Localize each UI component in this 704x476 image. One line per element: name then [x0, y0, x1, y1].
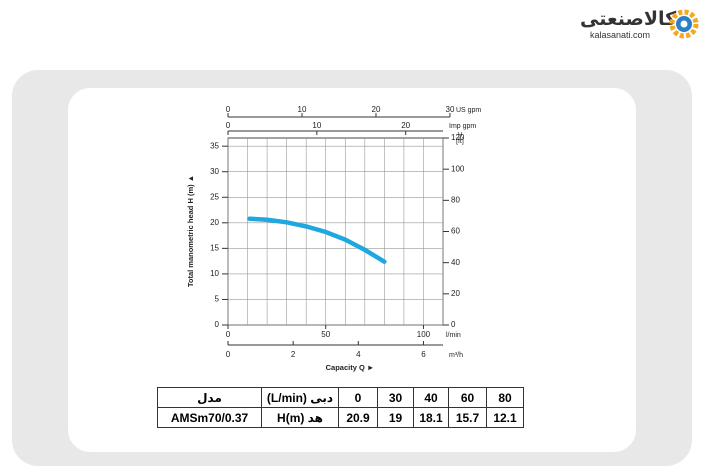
y-axis-label: Total manometric head H (m) ▲: [186, 175, 195, 287]
y-tick-label: 5: [215, 295, 220, 304]
table-row: مدل دبی (L/min) 0 30 40 60 80: [157, 387, 524, 408]
secondary-x-tick-label: 2: [291, 350, 296, 359]
secondary-x-tick-label: 6: [421, 350, 426, 359]
y-tick-label: 30: [210, 167, 219, 176]
x-tick-label: 50: [321, 330, 330, 339]
logo-name: کالاصنعتی: [580, 9, 677, 30]
y2-tick-label: 80: [451, 195, 460, 204]
x-unit: l/min: [446, 332, 461, 339]
table-cell: 40: [413, 387, 449, 408]
y2-tick-label: 20: [451, 289, 460, 298]
y2-axis-label: H: [458, 133, 462, 139]
table-cell: 60: [448, 387, 487, 408]
table-cell: 30: [377, 387, 414, 408]
y2-unit: [ft]: [456, 138, 464, 145]
x-tick-label: 100: [417, 330, 431, 339]
pump-curve: [247, 216, 387, 264]
y-tick-label: 35: [210, 141, 219, 150]
table-row: AMSm70/0.37 هد H(m) 20.9 19 18.1 15.7 12.1: [157, 407, 524, 428]
table-cell: هد H(m): [261, 407, 339, 428]
secondary-x-tick-label: 20: [372, 105, 381, 114]
secondary-x-tick-label: 0: [226, 105, 231, 114]
secondary-x-tick-label: 10: [298, 105, 307, 114]
table-cell: 80: [486, 387, 524, 408]
y-tick-label: 15: [210, 243, 219, 252]
secondary-axis-label: Imp gpm: [449, 123, 476, 130]
plot-frame: [227, 137, 444, 326]
secondary-x-tick-label: 4: [356, 350, 361, 359]
table-cell: AMSm70/0.37: [157, 407, 262, 428]
table-cell: 20.9: [338, 407, 378, 428]
secondary-axis-label: m³/h: [449, 352, 463, 359]
y2-tick-label: 100: [451, 164, 465, 173]
table-cell: مدل: [157, 387, 262, 408]
y2-tick-label: 40: [451, 258, 460, 267]
y-tick-label: 0: [215, 320, 220, 329]
table-cell: 0: [338, 387, 378, 408]
table-cell: 19: [377, 407, 414, 428]
table-cell: 15.7: [448, 407, 487, 428]
y-tick-label: 20: [210, 218, 219, 227]
table-cell: 18.1: [413, 407, 449, 428]
y2-tick-label: 120: [451, 133, 465, 142]
table-cell: 12.1: [486, 407, 524, 428]
logo-icon: [669, 9, 699, 39]
y2-tick-label: 60: [451, 227, 460, 236]
logo-url: kalasanati.com: [590, 30, 651, 40]
y-tick-label: 10: [210, 269, 219, 278]
secondary-x-tick-label: 20: [401, 121, 410, 130]
x-tick-label: 0: [226, 330, 231, 339]
secondary-x-tick-label: 10: [312, 121, 321, 130]
secondary-axis-label: US gpm: [456, 107, 481, 114]
x-axis-label: Capacity Q ►: [326, 363, 375, 372]
table-cell: دبی (L/min): [261, 387, 339, 408]
y-tick-label: 25: [210, 192, 219, 201]
secondary-x-tick-label: 0: [226, 350, 231, 359]
data-table: مدل دبی (L/min) 0 30 40 60 80 AMSm70/0.37 هد H(m…: [157, 387, 524, 428]
y2-tick-label: 0: [451, 320, 456, 329]
secondary-x-tick-label: 30: [446, 105, 455, 114]
secondary-x-tick-label: 0: [226, 121, 231, 130]
